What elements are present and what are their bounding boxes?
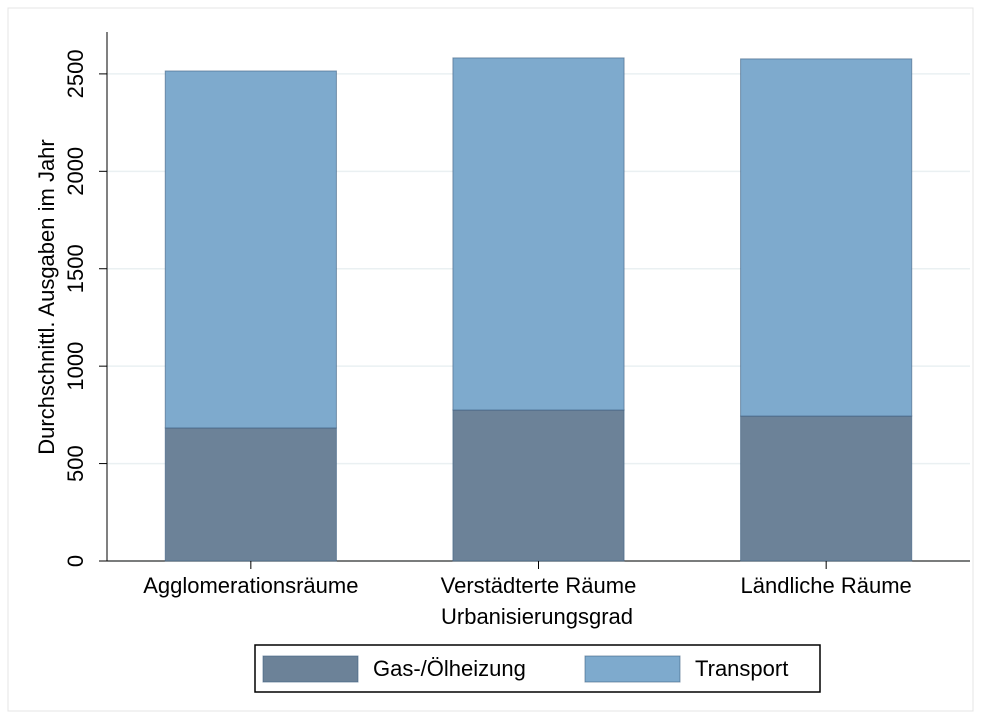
frame (7, 7, 974, 712)
y-axis-title: Durchschnittl. Ausgaben im Jahr (34, 139, 59, 455)
bar-segment (740, 415, 913, 562)
x-tick-label: Agglomerationsräume (143, 573, 358, 598)
bar-segment (452, 57, 625, 411)
y-tick-label: 2000 (63, 147, 88, 196)
legend-swatch (262, 655, 359, 683)
bar-segment (452, 409, 625, 562)
legend-label: Gas-/Ölheizung (373, 656, 526, 681)
y-tick-label: 500 (63, 445, 88, 482)
x-tick-label: Verstädterte Räume (441, 573, 637, 598)
bar-segment (740, 58, 913, 417)
x-tick-label: Ländliche Räume (741, 573, 912, 598)
legend-swatch (584, 655, 681, 683)
y-tick-label: 2500 (63, 49, 88, 98)
y-tick-label: 1500 (63, 244, 88, 293)
bar-segment (164, 427, 337, 562)
y-tick-label: 0 (63, 555, 88, 567)
y-tick-label: 1000 (63, 342, 88, 391)
x-axis-title: Urbanisierungsgrad (441, 604, 633, 629)
bar-segment (164, 70, 337, 429)
legend-label: Transport (695, 656, 788, 681)
